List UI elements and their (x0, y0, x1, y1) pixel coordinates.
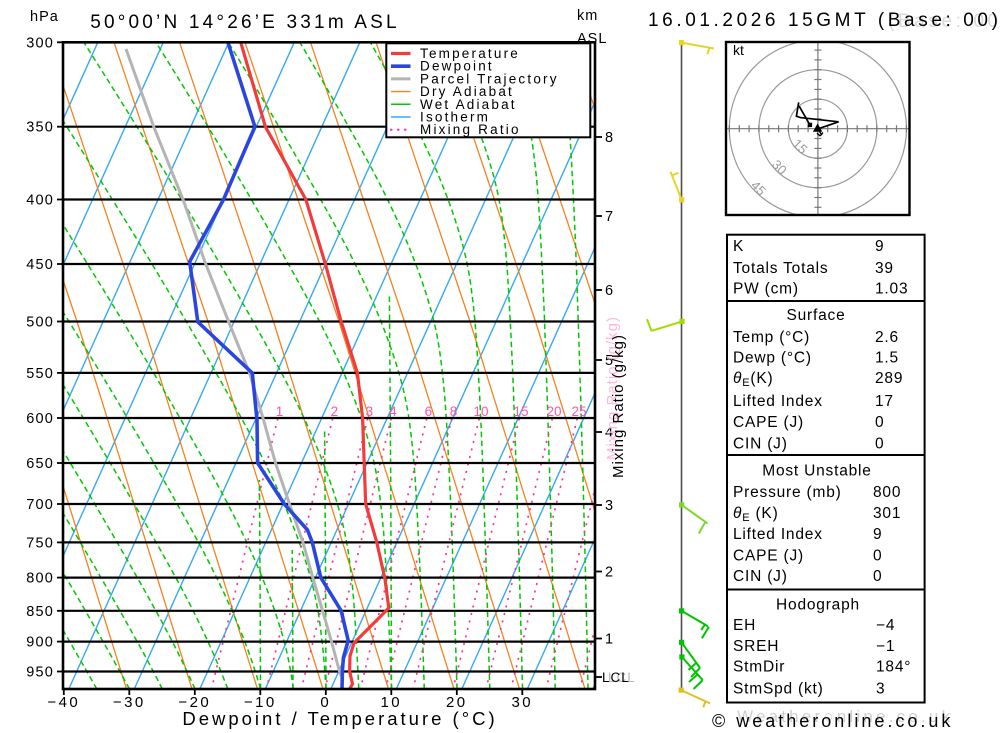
svg-text:θE(K): θE(K) (733, 370, 773, 389)
svg-text:Mixing Ratio (g/kg): Mixing Ratio (g/kg) (604, 316, 621, 460)
svg-text:CAPE (J): CAPE (J) (733, 414, 804, 431)
svg-text:184°: 184° (876, 659, 911, 676)
svg-text:© weatheronline.co.uk: © weatheronline.co.uk (712, 711, 953, 731)
svg-text:SREH: SREH (733, 638, 779, 655)
svg-text:EH: EH (733, 617, 756, 634)
svg-text:7: 7 (605, 209, 613, 225)
svg-text:1: 1 (605, 632, 613, 648)
svg-text:500: 500 (26, 315, 54, 331)
svg-text:Dewpoint: Dewpoint (420, 59, 494, 74)
svg-text:hPa: hPa (30, 9, 59, 25)
svg-text:−20: −20 (178, 694, 211, 711)
svg-text:LCL: LCL (602, 670, 630, 685)
svg-text:(Base: 00): (Base: 00) (888, 11, 1000, 32)
svg-text:Wet Adiabat: Wet Adiabat (420, 97, 517, 112)
svg-text:0: 0 (320, 694, 331, 711)
svg-text:15: 15 (513, 404, 528, 419)
svg-text:CAPE (J): CAPE (J) (733, 548, 804, 565)
svg-text:17: 17 (875, 393, 894, 410)
svg-text:800: 800 (26, 571, 54, 587)
svg-text:2: 2 (331, 404, 339, 419)
svg-text:30: 30 (511, 694, 533, 711)
svg-text:0: 0 (875, 414, 884, 431)
svg-text:6: 6 (425, 404, 433, 419)
svg-text:550: 550 (26, 366, 54, 382)
svg-text:Isotherm: Isotherm (420, 110, 490, 125)
svg-text:700: 700 (26, 497, 54, 513)
svg-text:301: 301 (873, 505, 901, 522)
svg-text:Dewp (°C): Dewp (°C) (733, 350, 812, 367)
svg-text:3: 3 (366, 404, 374, 419)
svg-text:LCL: LCL (608, 670, 636, 685)
svg-text:800: 800 (873, 484, 901, 501)
svg-text:10: 10 (473, 404, 488, 419)
svg-text:9: 9 (875, 238, 884, 255)
svg-text:Surface: Surface (786, 307, 845, 324)
svg-text:8: 8 (605, 130, 613, 146)
svg-text:850: 850 (26, 604, 54, 620)
svg-text:1.5: 1.5 (875, 350, 899, 367)
svg-text:0: 0 (875, 436, 884, 453)
svg-text:Hodograph: Hodograph (776, 597, 860, 614)
svg-text:600: 600 (26, 411, 54, 427)
svg-text:2.6: 2.6 (875, 329, 899, 346)
svg-text:kt: kt (733, 42, 744, 58)
svg-text:0: 0 (873, 548, 882, 565)
svg-text:289: 289 (875, 370, 903, 387)
svg-text:Lifted Index: Lifted Index (733, 393, 823, 410)
svg-text:−1: −1 (876, 638, 895, 655)
svg-text:4: 4 (605, 425, 613, 441)
svg-text:StmDir: StmDir (733, 659, 785, 676)
svg-text:PW (cm): PW (cm) (733, 281, 799, 298)
svg-text:1: 1 (276, 404, 284, 419)
svg-text:K: K (733, 238, 744, 255)
svg-text:10: 10 (380, 694, 402, 711)
svg-text:400: 400 (26, 193, 54, 209)
svg-text:5: 5 (605, 353, 613, 369)
svg-text:Totals Totals: Totals Totals (733, 260, 828, 277)
svg-text:950: 950 (26, 665, 54, 681)
svg-text:Lifted Index: Lifted Index (733, 526, 823, 543)
svg-text:Weather○nline.co.uk: Weather○nline.co.uk (737, 707, 953, 726)
svg-text:Dry Adiabat: Dry Adiabat (420, 84, 514, 99)
svg-text:900: 900 (26, 635, 54, 651)
svg-text:CIN (J): CIN (J) (733, 436, 788, 453)
svg-text:Pressure (mb): Pressure (mb) (733, 484, 842, 501)
svg-text:−30: −30 (113, 694, 146, 711)
svg-text:2: 2 (605, 565, 613, 581)
svg-text:km: km (577, 8, 598, 24)
svg-text:Parcel Trajectory: Parcel Trajectory (420, 71, 559, 86)
svg-text:Mixing Ratio: Mixing Ratio (420, 122, 521, 137)
svg-text:450: 450 (26, 257, 54, 273)
svg-text:3: 3 (605, 498, 613, 514)
svg-text:Dewpoint / Temperature (°C): Dewpoint / Temperature (°C) (182, 708, 497, 729)
svg-text:3: 3 (876, 681, 885, 698)
svg-text:20: 20 (446, 694, 468, 711)
svg-text:StmSpd (kt): StmSpd (kt) (733, 681, 824, 698)
svg-text:0: 0 (873, 568, 882, 585)
svg-text:9: 9 (873, 526, 882, 543)
svg-text:−10: −10 (244, 694, 277, 711)
svg-text:Most Unstable: Most Unstable (762, 463, 871, 480)
svg-text:20: 20 (546, 404, 561, 419)
svg-text:Mixing Ratio (g/kg): Mixing Ratio (g/kg) (610, 334, 627, 478)
svg-text:16.01.2026 15GMT (Base: 00): 16.01.2026 15GMT (Base: 00) (648, 10, 1000, 31)
svg-text:CIN (J): CIN (J) (733, 568, 788, 585)
svg-text:4: 4 (389, 404, 397, 419)
svg-text:300: 300 (26, 35, 54, 51)
svg-text:50°00’N 14°26’E 331m ASL: 50°00’N 14°26’E 331m ASL (90, 12, 400, 33)
svg-text:1.03: 1.03 (875, 281, 908, 298)
svg-text:Temperature: Temperature (420, 46, 520, 61)
svg-text:25: 25 (571, 404, 586, 419)
svg-text:350: 350 (26, 120, 54, 136)
svg-text:θE (K): θE (K) (733, 505, 779, 524)
svg-text:Temp (°C): Temp (°C) (733, 329, 810, 346)
svg-text:750: 750 (26, 535, 54, 551)
svg-text:−40: −40 (47, 694, 80, 711)
svg-text:650: 650 (26, 456, 54, 472)
svg-text:8: 8 (450, 404, 458, 419)
svg-text:39: 39 (875, 260, 894, 277)
svg-text:6: 6 (605, 283, 613, 299)
svg-text:−4: −4 (876, 617, 895, 634)
